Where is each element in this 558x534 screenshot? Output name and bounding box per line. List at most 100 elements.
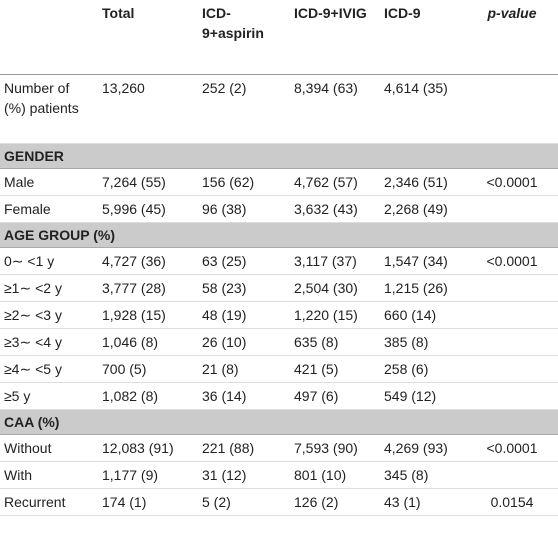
cell: 221 (88) [198, 434, 290, 462]
cell: 174 (1) [98, 488, 198, 516]
cell: 96 (38) [198, 195, 290, 223]
cell: 126 (2) [290, 488, 380, 516]
cell: 3,117 (37) [290, 247, 380, 275]
data-row: With 1,177 (9) 31 (12) 801 (10) 345 (8) [0, 461, 558, 489]
empty-cell [466, 328, 558, 356]
data-row: Without 12,083 (91) 221 (88) 7,593 (90) 4,26… [0, 434, 558, 462]
cell: 497 (6) [290, 382, 380, 410]
cell: 1,928 (15) [98, 301, 198, 329]
data-row: Male 7,264 (55) 156 (62) 4,762 (57) 2,346 (5… [0, 168, 558, 196]
cell: 1,177 (9) [98, 461, 198, 489]
cell: 1,082 (8) [98, 382, 198, 410]
cell: <0.0001 [466, 247, 558, 275]
cell: 31 (12) [198, 461, 290, 489]
header-row: Total ICD-9+aspirin ICD-9+IVIG ICD-9 p-value [0, 0, 558, 75]
cell: 252 (2) [198, 74, 290, 144]
cell: 4,269 (93) [380, 434, 466, 462]
empty-cell [466, 301, 558, 329]
section-row: CAA (%) [0, 409, 558, 435]
cell: 3,777 (28) [98, 274, 198, 302]
cell: 4,614 (35) [380, 74, 466, 144]
cell: 156 (62) [198, 168, 290, 196]
empty-cell [466, 355, 558, 383]
cell: 12,083 (91) [98, 434, 198, 462]
header-cell: ICD-9+IVIG [290, 0, 380, 75]
cell: 3,632 (43) [290, 195, 380, 223]
data-row: Female 5,996 (45) 96 (38) 3,632 (43) 2,268 (… [0, 195, 558, 223]
cell: 635 (8) [290, 328, 380, 356]
cell: 1,046 (8) [98, 328, 198, 356]
cell: 5 (2) [198, 488, 290, 516]
cell: 36 (14) [198, 382, 290, 410]
cell: 26 (10) [198, 328, 290, 356]
cell: 63 (25) [198, 247, 290, 275]
header-cell: Total [98, 0, 198, 75]
section-label: GENDER [0, 143, 558, 169]
row-label: Male [0, 168, 98, 196]
empty-cell [466, 195, 558, 223]
cell: 385 (8) [380, 328, 466, 356]
row-label: With [0, 461, 98, 489]
row-label: 0∼ <1 y [0, 247, 98, 275]
cell: 1,547 (34) [380, 247, 466, 275]
empty-cell [466, 274, 558, 302]
cell: 2,346 (51) [380, 168, 466, 196]
cell: 0.0154 [466, 488, 558, 516]
data-row: Number of (%) patients 13,260 252 (2) 8,394… [0, 74, 558, 144]
cell: 2,268 (49) [380, 195, 466, 223]
cell: 549 (12) [380, 382, 466, 410]
row-label: ≥1∼ <2 y [0, 274, 98, 302]
cell: 13,260 [98, 74, 198, 144]
cell: 7,593 (90) [290, 434, 380, 462]
cell: 48 (19) [198, 301, 290, 329]
row-label: Number of (%) patients [0, 74, 98, 144]
table-body: Number of (%) patients 13,260 252 (2) 8,394… [0, 74, 558, 516]
cell: 4,762 (57) [290, 168, 380, 196]
cell: <0.0001 [466, 168, 558, 196]
cell: 345 (8) [380, 461, 466, 489]
row-label: ≥3∼ <4 y [0, 328, 98, 356]
section-row: AGE GROUP (%) [0, 222, 558, 248]
row-label: ≥5 y [0, 382, 98, 410]
header-cell: ICD-9 [380, 0, 466, 75]
cell: 5,996 (45) [98, 195, 198, 223]
cell: 58 (23) [198, 274, 290, 302]
data-table: Total ICD-9+aspirin ICD-9+IVIG ICD-9 p-value… [0, 0, 558, 516]
row-label: Female [0, 195, 98, 223]
row-label: Without [0, 434, 98, 462]
section-label: AGE GROUP (%) [0, 222, 558, 248]
header-cell [0, 0, 98, 75]
row-label: ≥2∼ <3 y [0, 301, 98, 329]
cell: 421 (5) [290, 355, 380, 383]
cell: 43 (1) [380, 488, 466, 516]
empty-cell [466, 74, 558, 144]
cell: 8,394 (63) [290, 74, 380, 144]
cell: 7,264 (55) [98, 168, 198, 196]
data-row: ≥5 y 1,082 (8) 36 (14) 497 (6) 549 (12) [0, 382, 558, 410]
cell: 1,215 (26) [380, 274, 466, 302]
empty-cell [466, 461, 558, 489]
section-row: GENDER [0, 143, 558, 169]
row-label: Recurrent [0, 488, 98, 516]
cell: 258 (6) [380, 355, 466, 383]
cell: 801 (10) [290, 461, 380, 489]
row-label: ≥4∼ <5 y [0, 355, 98, 383]
cell: 21 (8) [198, 355, 290, 383]
header-cell: p-value [466, 0, 558, 75]
data-row: ≥1∼ <2 y 3,777 (28) 58 (23) 2,504 (30) 1,215… [0, 274, 558, 302]
cell: 4,727 (36) [98, 247, 198, 275]
table-header: Total ICD-9+aspirin ICD-9+IVIG ICD-9 p-value [0, 0, 558, 75]
cell: 660 (14) [380, 301, 466, 329]
cell: 2,504 (30) [290, 274, 380, 302]
data-row: Recurrent 174 (1) 5 (2) 126 (2) 43 (1) 0.0154 [0, 488, 558, 516]
cell: 1,220 (15) [290, 301, 380, 329]
data-row: 0∼ <1 y 4,727 (36) 63 (25) 3,117 (37) 1,547 … [0, 247, 558, 275]
data-row: ≥2∼ <3 y 1,928 (15) 48 (19) 1,220 (15) 660 (… [0, 301, 558, 329]
data-row: ≥4∼ <5 y 700 (5) 21 (8) 421 (5) 258 (6) [0, 355, 558, 383]
header-cell: ICD-9+aspirin [198, 0, 290, 75]
cell: <0.0001 [466, 434, 558, 462]
section-label: CAA (%) [0, 409, 558, 435]
data-row: ≥3∼ <4 y 1,046 (8) 26 (10) 635 (8) 385 (8) [0, 328, 558, 356]
empty-cell [466, 382, 558, 410]
